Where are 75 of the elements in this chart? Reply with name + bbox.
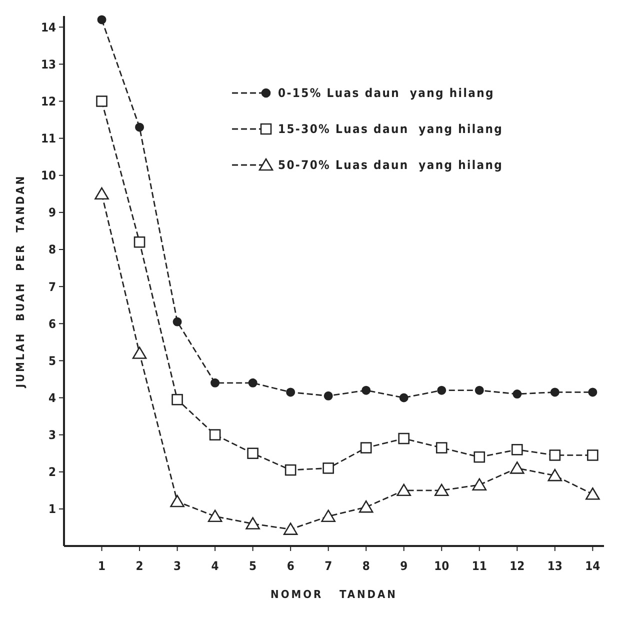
point: [510, 462, 524, 474]
x-axis-title: NOMOR TANDAN: [270, 588, 398, 601]
point: [321, 510, 336, 522]
point: [474, 386, 484, 395]
point: [398, 432, 410, 444]
point: [132, 346, 147, 359]
point: [97, 15, 106, 24]
point: [208, 510, 222, 522]
point: [322, 462, 334, 474]
x-tick-label: 14: [585, 559, 601, 573]
point: [396, 484, 412, 496]
point: [550, 388, 560, 397]
y-tick-label: 5: [48, 354, 56, 368]
x-tick-label: 8: [362, 559, 370, 573]
point: [247, 448, 258, 459]
point: [172, 394, 183, 406]
point: [512, 390, 522, 399]
y-tick-label: 11: [40, 132, 56, 146]
x-tick-label: 4: [211, 559, 220, 573]
point: [587, 450, 598, 461]
point: [284, 464, 296, 476]
point: [399, 393, 408, 402]
point: [170, 494, 184, 508]
legend-label: 15-30% Luas daun yang hilang: [278, 122, 504, 136]
point: [135, 122, 144, 132]
point: [360, 442, 372, 454]
x-tick-label: 6: [286, 559, 294, 573]
y-tick-label: 8: [48, 242, 56, 257]
point: [96, 96, 108, 107]
x-tick-label: 3: [174, 559, 182, 573]
x-tick-label: 12: [510, 559, 525, 573]
y-tick-label: 7: [48, 280, 56, 294]
point: [134, 236, 146, 248]
point: [248, 378, 258, 388]
x-tick-label: 1: [98, 559, 106, 573]
x-tick-label: 7: [324, 559, 332, 573]
point: [324, 391, 333, 400]
point: [586, 487, 600, 500]
point: [549, 450, 561, 461]
point: [286, 388, 296, 397]
x-tick-label: 9: [400, 559, 408, 573]
point: [588, 388, 598, 397]
y-tick-label: 2: [48, 465, 56, 480]
x-tick-label: 13: [547, 559, 562, 573]
point: [358, 500, 374, 513]
point: [436, 442, 448, 454]
point: [94, 187, 109, 200]
point: [210, 378, 220, 388]
y-tick-label: 12: [40, 94, 56, 108]
legend-label: 0-15% Luas daun yang hilang: [278, 86, 494, 100]
point: [172, 317, 182, 326]
x-tick-label: 10: [434, 559, 450, 573]
y-tick-label: 6: [48, 316, 56, 331]
y-tick-label: 1: [48, 502, 56, 516]
point: [283, 522, 298, 535]
y-tick-label: 13: [40, 57, 56, 72]
point: [511, 444, 523, 456]
point: [548, 468, 562, 482]
point: [209, 429, 221, 440]
point: [434, 484, 449, 496]
point: [437, 386, 446, 395]
x-tick-label: 5: [249, 559, 257, 573]
point: [474, 451, 486, 463]
x-tick-label: 11: [472, 559, 487, 573]
y-tick-label: 9: [48, 206, 56, 220]
legend-label: 50-70% Luas daun yang hilang: [278, 158, 504, 172]
y-tick-label: 14: [40, 20, 56, 34]
y-tick-label: 4: [48, 390, 56, 405]
x-tick-label: 2: [136, 559, 144, 573]
point: [362, 386, 371, 395]
point: [246, 517, 260, 530]
y-tick-label: 3: [48, 428, 56, 442]
y-tick-label: 10: [40, 168, 56, 183]
point: [472, 478, 487, 490]
y-axis-title: JUMLAH BUAH PER TANDAN: [14, 174, 27, 389]
